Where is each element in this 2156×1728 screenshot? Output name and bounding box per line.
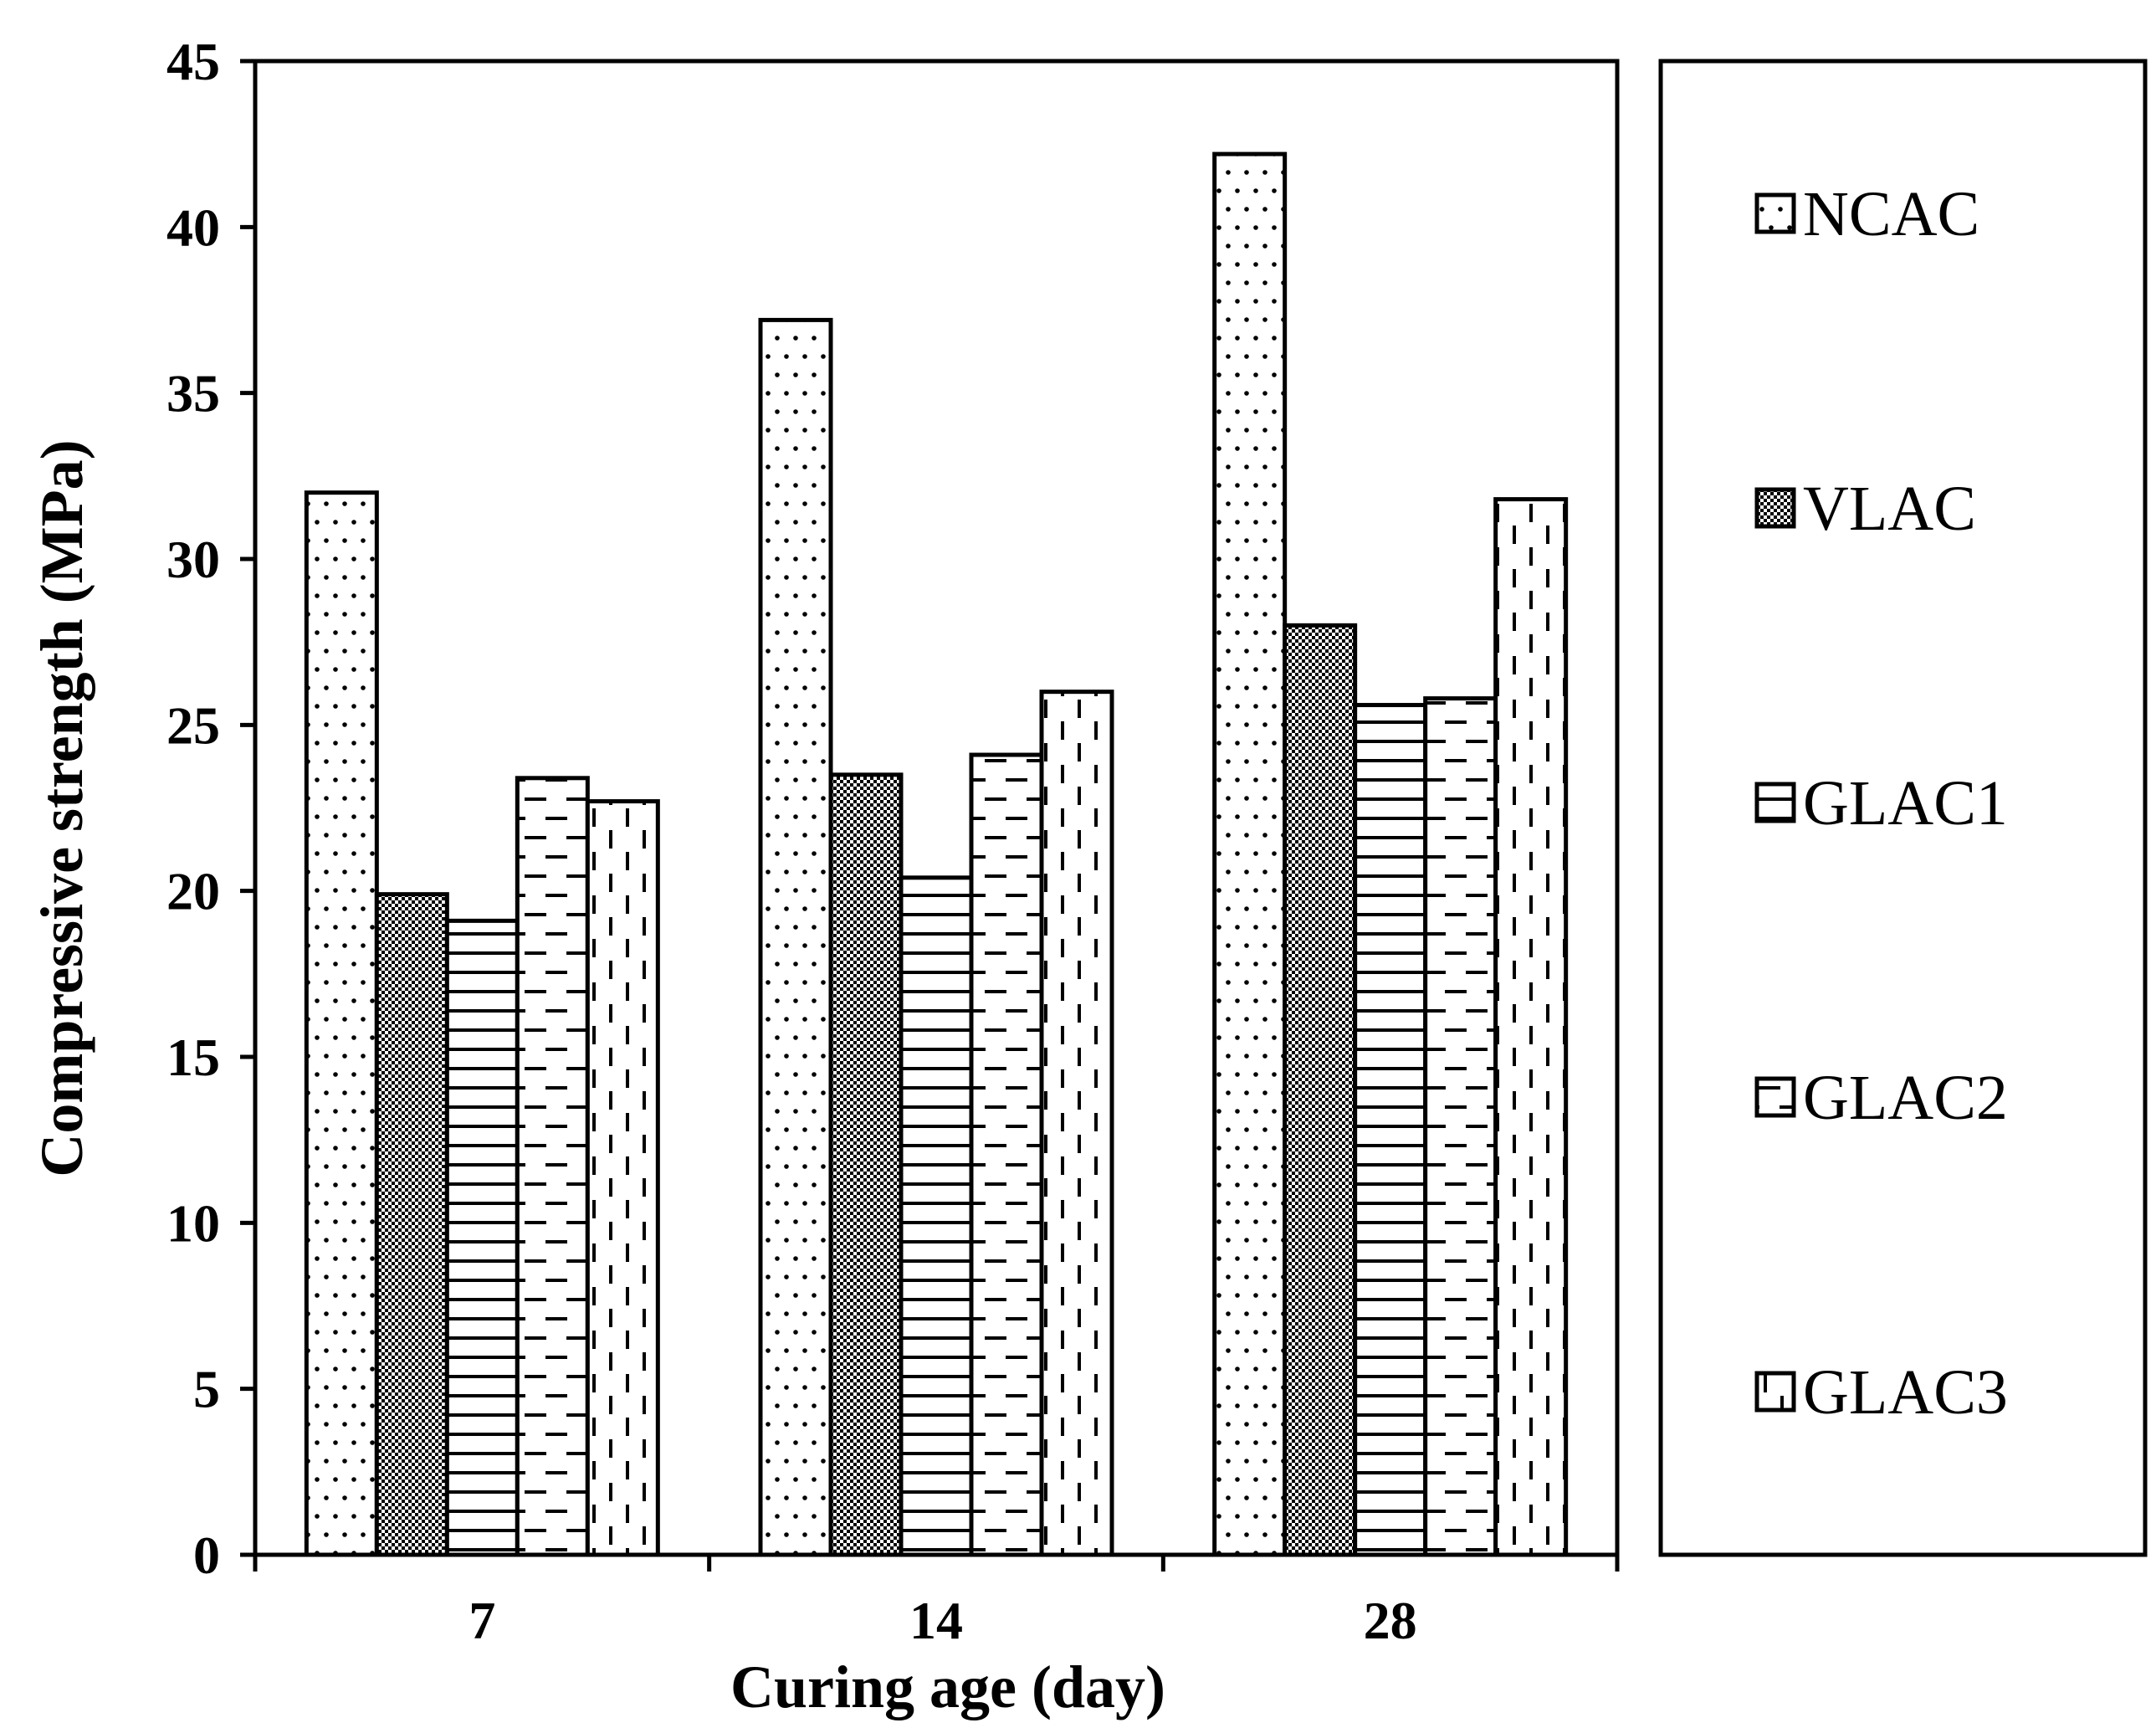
x-tick-label: 28 xyxy=(1364,1591,1417,1650)
x-tick-label: 7 xyxy=(469,1591,495,1650)
y-tick-label: 45 xyxy=(166,32,220,91)
legend-label-vlac: VLAC xyxy=(1803,474,1976,544)
bar-glac1-28 xyxy=(1353,703,1428,1557)
x-axis-label: Curing age (day) xyxy=(730,1654,1165,1720)
y-tick-label: 15 xyxy=(166,1028,220,1087)
legend-label-glac3: GLAC3 xyxy=(1803,1357,2008,1428)
legend-swatch-ncac xyxy=(1754,192,1796,234)
y-tick-label: 25 xyxy=(166,695,220,755)
bar-glac2-14 xyxy=(969,752,1044,1557)
legend-box xyxy=(1658,59,2148,1557)
legend-label-glac2: GLAC2 xyxy=(1803,1063,2008,1133)
x-axis: 7 14 28 xyxy=(253,1555,1620,1650)
plot-frame xyxy=(253,59,1620,1557)
bar-glac3-28 xyxy=(1493,497,1569,1557)
y-tick-label: 5 xyxy=(193,1360,220,1419)
legend: NCAC VLAC GLAC1 GLAC2 GLAC3 xyxy=(1754,179,2008,1428)
y-tick-label: 40 xyxy=(166,197,220,257)
bars-group xyxy=(304,151,1569,1557)
y-axis: 0 5 10 15 20 25 30 35 40 45 xyxy=(166,32,255,1585)
x-tick-label: 14 xyxy=(909,1591,963,1650)
legend-label-glac1: GLAC1 xyxy=(1803,768,2008,838)
bar-glac2-28 xyxy=(1423,696,1498,1557)
legend-swatch-glac1 xyxy=(1754,782,1796,823)
y-tick-label: 35 xyxy=(166,364,220,423)
bar-ncac-7 xyxy=(304,490,379,1557)
y-tick-label: 0 xyxy=(193,1525,220,1585)
bar-vlac-14 xyxy=(828,772,904,1557)
bar-vlac-28 xyxy=(1283,623,1358,1557)
legend-label-ncac: NCAC xyxy=(1803,179,1979,249)
legend-swatch-glac2 xyxy=(1754,1076,1796,1118)
y-tick-label: 30 xyxy=(166,530,220,589)
bar-ncac-28 xyxy=(1212,151,1288,1557)
bar-glac3-7 xyxy=(585,799,660,1557)
legend-swatch-glac3 xyxy=(1754,1371,1796,1413)
legend-swatch-vlac xyxy=(1754,487,1796,529)
y-tick-label: 10 xyxy=(166,1193,220,1253)
y-axis-label: Compressive strength (MPa) xyxy=(28,439,95,1177)
y-tick-label: 20 xyxy=(166,862,220,921)
bar-vlac-7 xyxy=(374,892,449,1557)
bar-glac3-14 xyxy=(1039,690,1114,1557)
bar-glac2-7 xyxy=(515,776,590,1557)
bar-ncac-14 xyxy=(758,317,833,1557)
bar-glac1-7 xyxy=(444,918,520,1557)
bar-glac1-14 xyxy=(899,875,974,1557)
